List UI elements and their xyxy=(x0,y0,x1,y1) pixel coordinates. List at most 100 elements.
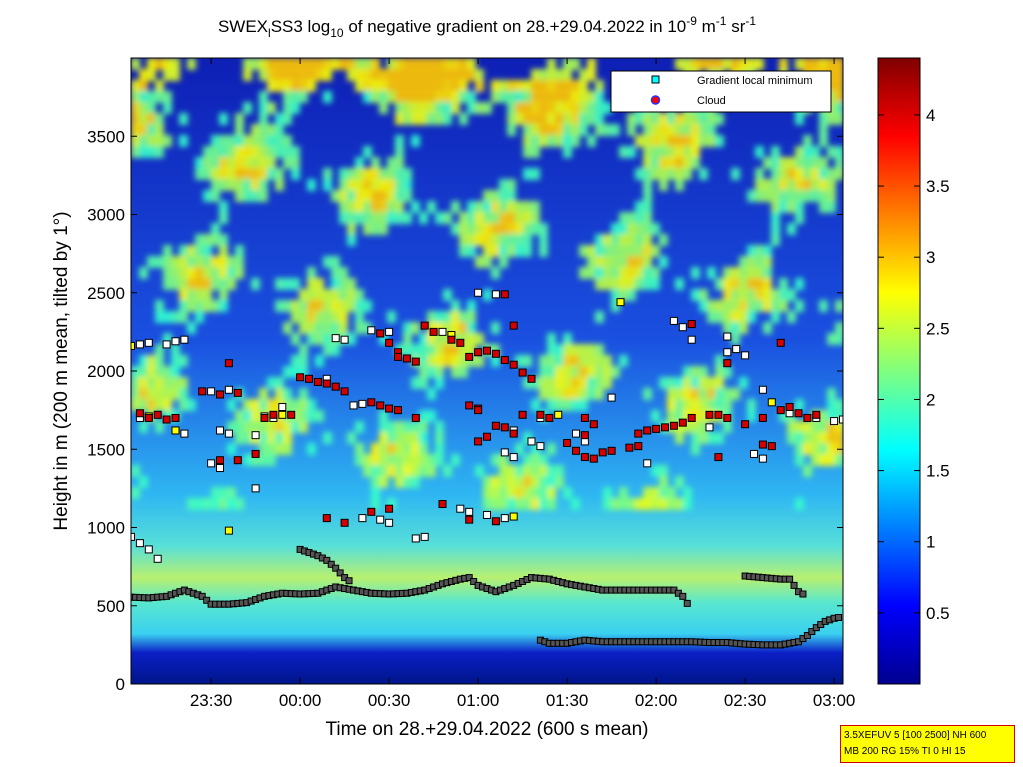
gradient-minimum-marker xyxy=(207,387,216,396)
cloud-marker xyxy=(500,423,509,432)
heatmap-cell xyxy=(299,91,308,103)
heatmap-cell xyxy=(795,58,804,70)
heatmap-cell xyxy=(131,487,140,499)
heatmap-cell xyxy=(347,289,356,301)
heatmap-cell xyxy=(251,124,260,136)
heatmap-cell xyxy=(307,267,316,279)
heatmap-cell xyxy=(243,146,252,158)
heatmap-cell xyxy=(299,355,308,367)
heatmap-cell xyxy=(451,333,460,345)
heatmap-cell xyxy=(635,135,644,147)
heatmap-cell xyxy=(603,366,612,378)
heatmap-cell xyxy=(219,245,228,257)
heatmap-cell xyxy=(491,487,500,499)
heatmap-cell xyxy=(443,322,452,334)
heatmap-cell xyxy=(179,399,188,411)
gradient-minimum-marker xyxy=(251,431,260,440)
cloud-marker xyxy=(322,379,331,388)
heatmap-cell xyxy=(835,69,843,81)
heatmap-cell xyxy=(523,355,532,367)
heatmap-cell xyxy=(587,256,596,268)
heatmap-cell xyxy=(203,245,212,257)
heatmap-cell xyxy=(659,234,668,246)
heatmap-cell xyxy=(283,102,292,114)
heatmap-cell xyxy=(715,377,724,389)
heatmap-cell xyxy=(803,432,812,444)
heatmap-cell xyxy=(147,355,156,367)
gradient-minimum-marker xyxy=(180,429,189,438)
heatmap-cell xyxy=(483,212,492,224)
heatmap-cell xyxy=(723,366,732,378)
layer-marker xyxy=(786,575,794,583)
heatmap-cell xyxy=(515,355,524,367)
cloud-marker xyxy=(758,413,767,422)
heatmap-cell xyxy=(771,289,780,301)
heatmap-cell xyxy=(227,399,236,411)
heatmap-cell xyxy=(747,300,756,312)
heatmap-cell xyxy=(371,168,380,180)
heatmap-cell xyxy=(435,102,444,114)
heatmap-cell xyxy=(187,278,196,290)
heatmap-cell xyxy=(579,267,588,279)
heatmap-cell xyxy=(443,58,452,70)
heatmap-cell xyxy=(427,333,436,345)
heatmap-cell xyxy=(323,322,332,334)
heatmap-cell xyxy=(139,377,148,389)
heatmap-cell xyxy=(467,344,476,356)
heatmap-cell xyxy=(819,454,828,466)
heatmap-cell xyxy=(219,179,228,191)
heatmap-cell xyxy=(627,267,636,279)
heatmap-cell xyxy=(835,421,843,433)
heatmap-cell xyxy=(363,212,372,224)
heatmap-cell xyxy=(595,234,604,246)
title-part-1: SWEX xyxy=(218,17,268,36)
heatmap-cell xyxy=(827,58,836,70)
heatmap-cell xyxy=(307,443,316,455)
heatmap-cell xyxy=(475,201,484,213)
heatmap-cell xyxy=(307,300,316,312)
heatmap-cell xyxy=(507,498,516,510)
cloud-marker xyxy=(669,421,678,430)
heatmap-cell xyxy=(379,179,388,191)
heatmap-cell xyxy=(771,190,780,202)
heatmap-cell xyxy=(683,135,692,147)
heatmap-cell xyxy=(139,102,148,114)
heatmap-cell xyxy=(259,454,268,466)
heatmap-cell xyxy=(803,421,812,433)
cloud-marker xyxy=(625,443,634,452)
heatmap-cell xyxy=(299,366,308,378)
heatmap-cell xyxy=(563,124,572,136)
heatmap-cell xyxy=(435,421,444,433)
heatmap-cell xyxy=(347,234,356,246)
heatmap-cell xyxy=(587,102,596,114)
heatmap-cell xyxy=(155,91,164,103)
cloud-marker xyxy=(313,377,322,386)
heatmap-cell xyxy=(395,465,404,477)
heatmap-cell xyxy=(731,58,740,70)
heatmap-cell xyxy=(819,201,828,213)
cloud-marker xyxy=(251,449,260,458)
heatmap-cell xyxy=(155,146,164,158)
heatmap-cell xyxy=(603,267,612,279)
heatmap-cell xyxy=(763,179,772,191)
heatmap-cell xyxy=(251,157,260,169)
heatmap-cell xyxy=(491,91,500,103)
gradient-minimum-marker xyxy=(420,532,429,541)
heatmap-cell xyxy=(571,399,580,411)
heatmap-cell xyxy=(371,212,380,224)
heatmap-cell xyxy=(459,91,468,103)
heatmap-cell xyxy=(819,179,828,191)
heatmap-cell xyxy=(603,245,612,257)
heatmap-cell xyxy=(715,135,724,147)
heatmap-cell xyxy=(435,454,444,466)
heatmap-cell xyxy=(547,355,556,367)
heatmap-cell xyxy=(507,201,516,213)
heatmap-cell xyxy=(763,300,772,312)
heatmap-cell xyxy=(811,421,820,433)
heatmap-cell xyxy=(483,201,492,213)
heatmap-cell xyxy=(659,168,668,180)
heatmap-cell xyxy=(475,212,484,224)
heatmap-cell xyxy=(819,432,828,444)
heatmap-cell xyxy=(251,410,260,422)
heatmap-cell xyxy=(827,146,836,158)
